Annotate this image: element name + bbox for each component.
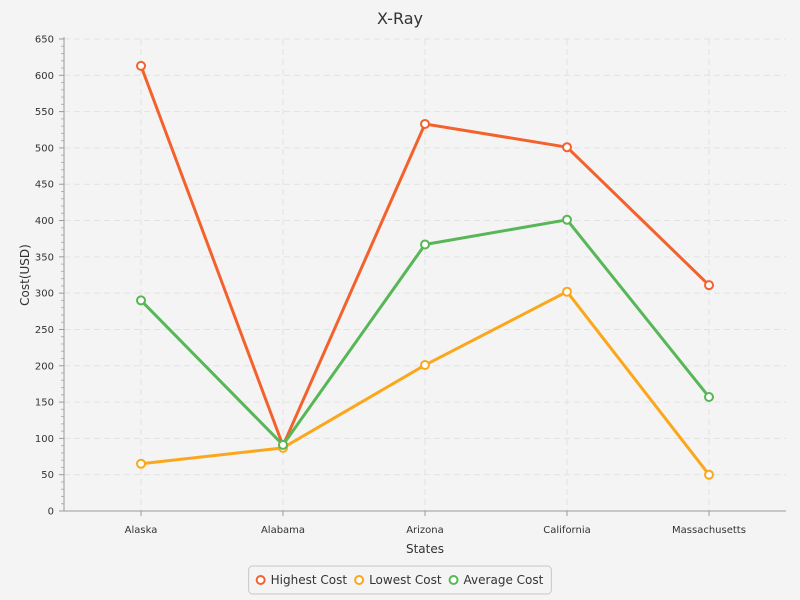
y-tick-label: 550	[35, 107, 54, 118]
y-tick-label: 200	[35, 361, 54, 372]
data-point[interactable]	[420, 118, 430, 129]
y-tick-label: 150	[35, 398, 54, 409]
data-point[interactable]	[420, 239, 430, 250]
legend-box	[248, 565, 552, 595]
data-point[interactable]	[562, 286, 572, 297]
y-axis-title: Cost(USD)	[18, 244, 32, 306]
y-tick-label: 650	[35, 35, 54, 46]
y-tick-label: 450	[35, 180, 54, 191]
y-tick-label: 350	[35, 252, 54, 263]
data-point[interactable]	[420, 360, 430, 371]
data-point[interactable]	[704, 280, 714, 291]
y-tick-label: 250	[35, 325, 54, 336]
axes: 0 50 100 150 200 250 300 350 400 450 500 550 600 650 A…	[35, 35, 786, 536]
y-tick-label: 300	[35, 289, 54, 300]
data-point[interactable]	[136, 60, 146, 71]
grid	[64, 38, 786, 511]
y-tick-label: 50	[41, 470, 54, 481]
legend-label: Lowest Cost	[369, 573, 442, 587]
y-tick-label: 500	[35, 143, 54, 154]
legend-marker	[354, 575, 365, 585]
y-tick-label: 400	[35, 216, 54, 227]
legend-label: Highest Cost	[271, 573, 348, 587]
x-tick-label: Alaska	[125, 525, 158, 536]
data-point[interactable]	[136, 295, 146, 306]
data-point[interactable]	[278, 439, 288, 450]
y-tick-label: 600	[35, 71, 54, 82]
legend: Highest Cost Lowest Cost Average Cost	[248, 565, 552, 595]
x-tick-label: Arizona	[406, 525, 444, 536]
x-axis-title: States	[406, 542, 444, 556]
legend-marker	[448, 575, 459, 585]
x-tick-label: California	[543, 525, 591, 536]
data-point[interactable]	[562, 142, 572, 153]
x-tick-label: Alabama	[261, 525, 305, 536]
data-point[interactable]	[562, 214, 572, 225]
legend-marker	[255, 575, 266, 585]
series-layer	[136, 60, 714, 480]
y-tick-label: 100	[35, 434, 54, 445]
series-2	[136, 214, 714, 450]
data-point[interactable]	[704, 391, 714, 402]
y-tick-label: 0	[48, 507, 54, 518]
data-point[interactable]	[704, 469, 714, 480]
chart-title: X-Ray	[377, 9, 423, 28]
data-point[interactable]	[136, 458, 146, 469]
legend-label: Average Cost	[464, 573, 544, 587]
x-tick-label: Massachusetts	[672, 525, 746, 536]
